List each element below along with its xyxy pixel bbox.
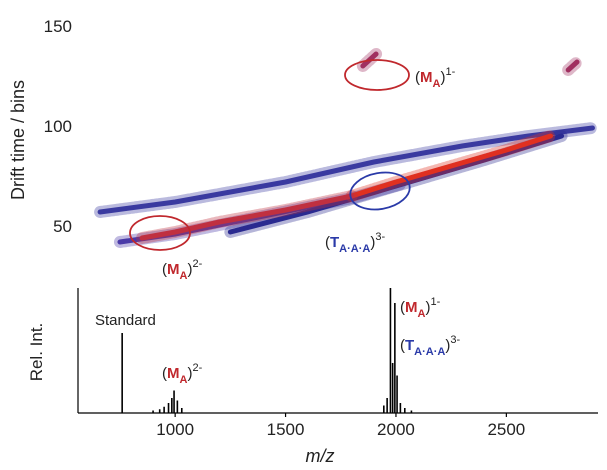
annotation: (MA)2- <box>162 362 203 386</box>
annotation-part: M <box>420 69 433 86</box>
streak <box>97 125 595 215</box>
annotation-part: M <box>167 261 180 278</box>
streak <box>227 133 565 235</box>
annotation-part: ( <box>325 234 330 251</box>
annotation-part: ( <box>162 365 167 382</box>
x-tick-label: 2500 <box>487 420 525 439</box>
highlight-ellipse <box>349 171 411 211</box>
y-tick-label: 100 <box>44 117 72 136</box>
annotation-part: ) <box>187 365 192 382</box>
annotation-part: A·A·A <box>339 243 370 255</box>
annotation-part: A <box>180 374 188 386</box>
y-tick-label: 150 <box>44 17 72 36</box>
streak <box>565 59 580 73</box>
y-tick-label: 50 <box>53 217 72 236</box>
annotation-part: 3- <box>450 334 460 346</box>
x-tick-label: 1000 <box>156 420 194 439</box>
annotation-part: ( <box>415 69 420 86</box>
annotation: (MA)2- <box>162 258 203 282</box>
annotation-part: T <box>330 234 339 251</box>
x-tick-label: 2000 <box>377 420 415 439</box>
x-axis-title: m/z <box>306 446 335 466</box>
standard-label: Standard <box>95 312 156 329</box>
annotation: (TA·A·A)3- <box>325 231 385 255</box>
annotation-part: M <box>167 365 180 382</box>
annotation-part: M <box>405 299 418 316</box>
annotation: (TA·A·A)3- <box>400 334 460 358</box>
y-axis-title: Drift time / bins <box>8 80 28 200</box>
annotation-part: 1- <box>430 296 440 308</box>
annotation-part: ) <box>370 234 375 251</box>
annotation-part: 2- <box>192 362 202 374</box>
x-tick-label: 1500 <box>267 420 305 439</box>
annotation-part: ) <box>445 337 450 354</box>
annotation-part: ( <box>400 337 405 354</box>
highlight-ellipse <box>344 59 410 91</box>
y-axis-title: Rel. Int. <box>27 323 46 382</box>
streak <box>349 133 554 199</box>
highlight-ellipse <box>129 215 191 251</box>
annotation-part: ( <box>400 299 405 316</box>
annotation-part: ) <box>440 69 445 86</box>
annotation-part: A <box>418 308 426 320</box>
annotation-part: T <box>405 337 414 354</box>
annotation-part: ) <box>425 299 430 316</box>
streak <box>139 193 355 241</box>
annotation: (MA)1- <box>400 296 441 320</box>
annotation-part: A <box>433 78 441 90</box>
annotation-part: A <box>180 270 188 282</box>
annotation-part: 1- <box>445 66 455 78</box>
annotation: (MA)1- <box>415 66 456 90</box>
annotation-part: ( <box>162 261 167 278</box>
annotation-part: A·A·A <box>414 346 445 358</box>
annotation-part: ) <box>187 261 192 278</box>
annotation-part: 3- <box>375 231 385 243</box>
annotation-part: 2- <box>192 258 202 270</box>
